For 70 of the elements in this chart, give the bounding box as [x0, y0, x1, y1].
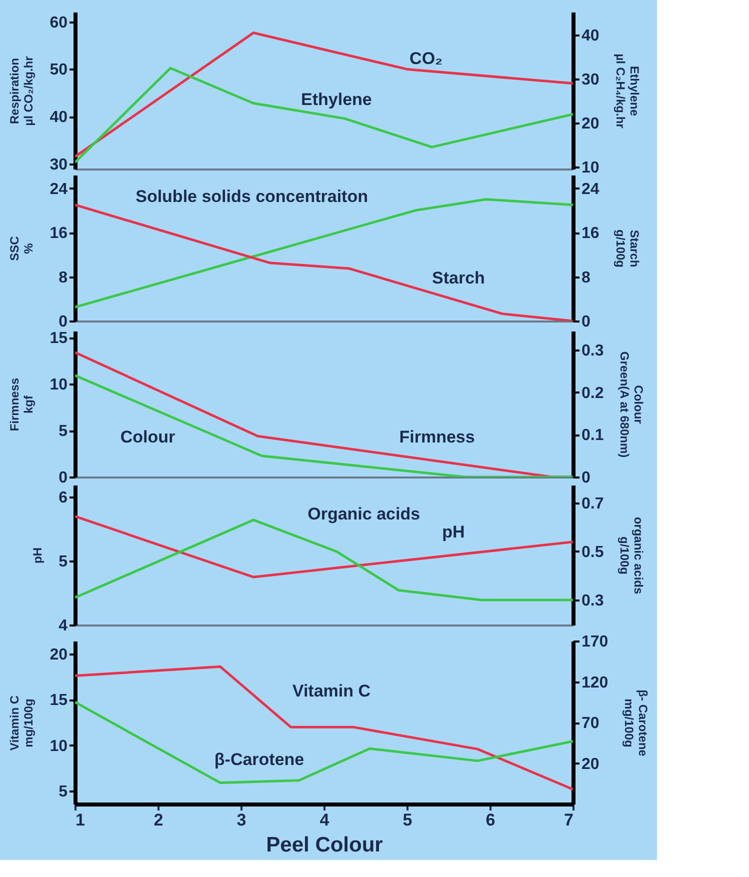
y-tick-label: 10 [50, 738, 68, 755]
y-tick-label: 60 [50, 14, 68, 32]
y-tick-label: 5 [58, 554, 68, 571]
y2-tick-label: 40 [582, 28, 600, 45]
y-tick-label: 0 [58, 314, 68, 330]
line-series [75, 66, 573, 164]
y-axis-title: SSC % [8, 236, 36, 261]
y-tick-label: 15 [50, 692, 68, 710]
y-tick-label: 5 [58, 423, 68, 440]
y2-tick-label: 0 [582, 314, 590, 330]
y-tick-label: 15 [50, 330, 68, 348]
y2-tick-label: 0 [582, 470, 590, 486]
x-tick-label: 5 [402, 810, 412, 830]
y-tick-label: 4 [58, 618, 68, 634]
y2-tick-label: 16 [582, 225, 600, 242]
series-label: Soluble solids concentraiton [136, 186, 368, 206]
y-tick-label: 5 [58, 784, 68, 801]
y-tick-label: 6 [58, 490, 68, 507]
y2-tick-label: 30 [582, 72, 600, 89]
series-label: Vitamin C [292, 682, 371, 701]
y2-tick-label: 0.3 [582, 342, 604, 360]
y-axis-title: Respiration µl CO₂/kg.hr [8, 56, 36, 126]
y2-tick-label: 0.2 [582, 384, 604, 402]
y2-tick-label: 70 [582, 715, 600, 732]
y2-axis-title: organic acids g/100g [618, 516, 646, 594]
line-series [75, 32, 573, 158]
y2-tick-label: 0.3 [582, 592, 604, 610]
y-tick-label: 40 [50, 109, 68, 126]
series-label: Ethylene [301, 90, 372, 109]
x-tick-label: 6 [486, 810, 496, 830]
x-tick-label: 3 [236, 810, 246, 830]
y-tick-label: 20 [50, 646, 68, 664]
series-label: CO₂ [410, 49, 443, 68]
y2-tick-label: 8 [582, 269, 590, 286]
line-series [75, 700, 573, 784]
y-axis-title: pH [30, 548, 45, 564]
y-tick-label: 24 [50, 180, 68, 198]
y-tick-label: 0 [58, 470, 68, 486]
y2-axis-title: β- Carotene mg/100g [622, 690, 650, 757]
line-series [75, 665, 573, 791]
x-tick-label: 7 [564, 810, 574, 830]
series-label: Organic acids [308, 504, 420, 524]
x-axis-title: Peel Colour [266, 834, 383, 856]
y2-tick-label: 0.7 [582, 495, 604, 512]
y2-tick-label: 170 [582, 634, 608, 650]
y2-tick-label: 10 [582, 159, 600, 176]
series-label: Firmness [399, 428, 475, 447]
y2-tick-label: 120 [582, 674, 608, 692]
y2-tick-label: 20 [582, 115, 600, 132]
y-tick-label: 30 [50, 156, 68, 174]
y2-axis-title: Colour Green(A at 680nm) [618, 351, 646, 458]
y2-tick-label: 24 [582, 180, 600, 198]
series-label: Starch [432, 268, 485, 288]
series-label: pH [442, 522, 465, 542]
x-tick-label: 4 [320, 810, 330, 830]
y-tick-label: 10 [50, 376, 68, 394]
y2-axis-title: Ethylene µl C₂H₄/kg.hr [613, 54, 642, 129]
x-tick-label: 1 [76, 810, 85, 830]
y-tick-label: 8 [58, 269, 68, 286]
y2-tick-label: 0.1 [582, 427, 604, 444]
y-axis-title: Firmness kgf [8, 378, 36, 432]
series-label: β-Carotene [214, 750, 304, 769]
series-label: Colour [120, 428, 176, 447]
y2-axis-title: Starch g/100g [613, 229, 642, 268]
x-tick-label: 2 [154, 810, 164, 830]
y-tick-label: 50 [50, 62, 68, 79]
y2-tick-label: 0.5 [582, 544, 604, 561]
y-tick-label: 16 [50, 225, 68, 242]
y2-tick-label: 20 [582, 756, 600, 773]
y-axis-title: Vitamin C mg/100g [8, 695, 36, 751]
